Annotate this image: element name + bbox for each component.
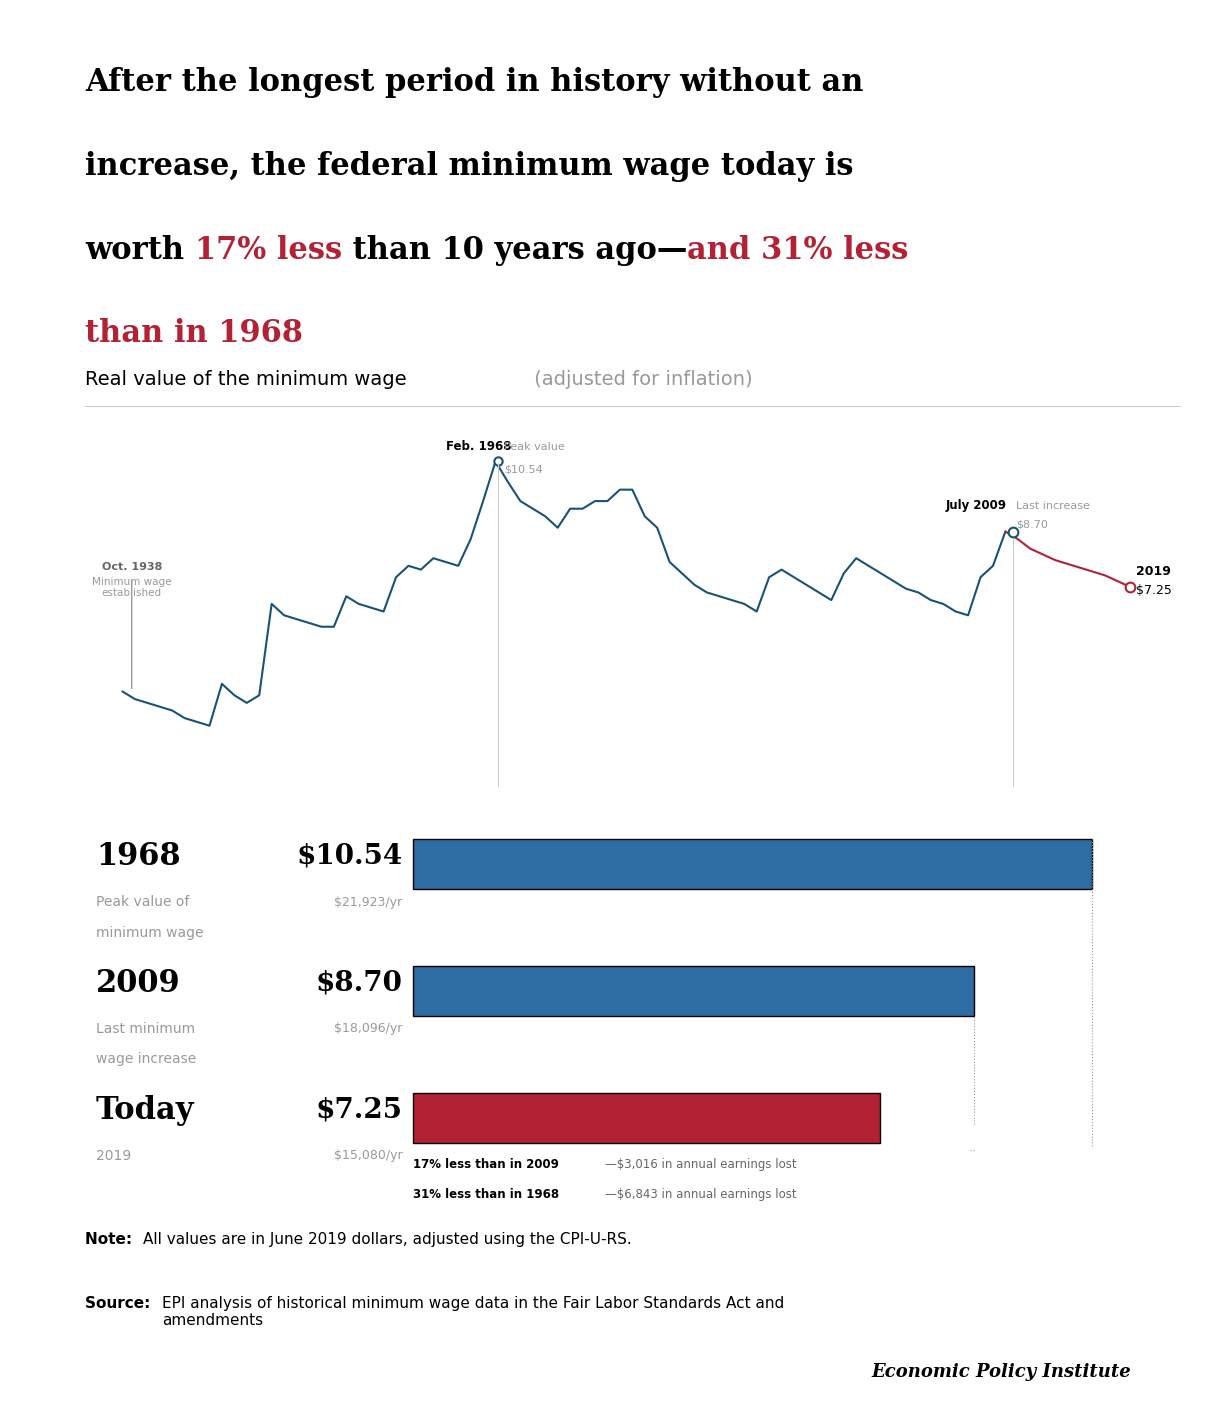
Text: Economic Policy Institute: Economic Policy Institute: [871, 1363, 1131, 1381]
Text: Minimum wage
established: Minimum wage established: [92, 577, 171, 598]
Text: 31% less than in 1968: 31% less than in 1968: [413, 1188, 559, 1202]
Text: $10.54: $10.54: [503, 464, 542, 476]
Text: Feb. 1968: Feb. 1968: [446, 440, 512, 453]
Text: wage increase: wage increase: [96, 1052, 196, 1067]
Text: $18,096/yr: $18,096/yr: [334, 1022, 402, 1035]
FancyBboxPatch shape: [413, 1094, 880, 1142]
Text: 2019: 2019: [96, 1149, 131, 1163]
Text: $8.70: $8.70: [316, 970, 402, 997]
Text: —$6,843 in annual earnings lost: —$6,843 in annual earnings lost: [606, 1188, 796, 1202]
Text: $7.25: $7.25: [315, 1096, 402, 1124]
Text: —$3,016 in annual earnings lost: —$3,016 in annual earnings lost: [606, 1158, 796, 1171]
Text: increase, the federal minimum wage today is: increase, the federal minimum wage today…: [85, 151, 854, 182]
Text: Today: Today: [96, 1095, 195, 1126]
Text: $10.54: $10.54: [297, 843, 402, 870]
Text: 17% less: 17% less: [195, 235, 342, 265]
FancyBboxPatch shape: [413, 839, 1092, 889]
Text: (adjusted for inflation): (adjusted for inflation): [529, 370, 753, 389]
Text: than in 1968: than in 1968: [85, 319, 303, 349]
Text: Peak value of: Peak value of: [96, 896, 190, 909]
Text: 1968: 1968: [96, 842, 181, 871]
Text: July 2009: July 2009: [945, 498, 1007, 511]
Text: worth: worth: [85, 235, 195, 265]
Text: 17% less than in 2009: 17% less than in 2009: [413, 1158, 559, 1171]
Text: $7.25: $7.25: [1136, 584, 1172, 598]
Text: Last minimum: Last minimum: [96, 1022, 196, 1037]
Text: and 31% less: and 31% less: [687, 235, 908, 265]
Text: 2019: 2019: [1136, 565, 1171, 578]
Text: All values are in June 2019 dollars, adjusted using the CPI-U-RS.: All values are in June 2019 dollars, adj…: [143, 1232, 632, 1247]
Text: 2009: 2009: [96, 968, 181, 998]
Text: $8.70: $8.70: [1017, 520, 1048, 530]
Text: minimum wage: minimum wage: [96, 926, 203, 940]
Text: Note:: Note:: [85, 1232, 137, 1247]
Text: Real value of the minimum wage: Real value of the minimum wage: [85, 370, 406, 389]
Text: Last increase: Last increase: [1017, 501, 1091, 511]
Text: than 10 years ago—: than 10 years ago—: [342, 235, 687, 265]
Text: EPI analysis of historical minimum wage data in the Fair Labor Standards Act and: EPI analysis of historical minimum wage …: [162, 1296, 784, 1329]
Text: $21,923/yr: $21,923/yr: [334, 896, 402, 909]
Text: $15,080/yr: $15,080/yr: [334, 1149, 402, 1162]
Text: Peak value: Peak value: [503, 441, 564, 451]
Text: Source:: Source:: [85, 1296, 156, 1312]
FancyBboxPatch shape: [413, 965, 974, 1015]
Text: Oct. 1938: Oct. 1938: [102, 561, 162, 571]
Text: After the longest period in history without an: After the longest period in history with…: [85, 67, 863, 98]
